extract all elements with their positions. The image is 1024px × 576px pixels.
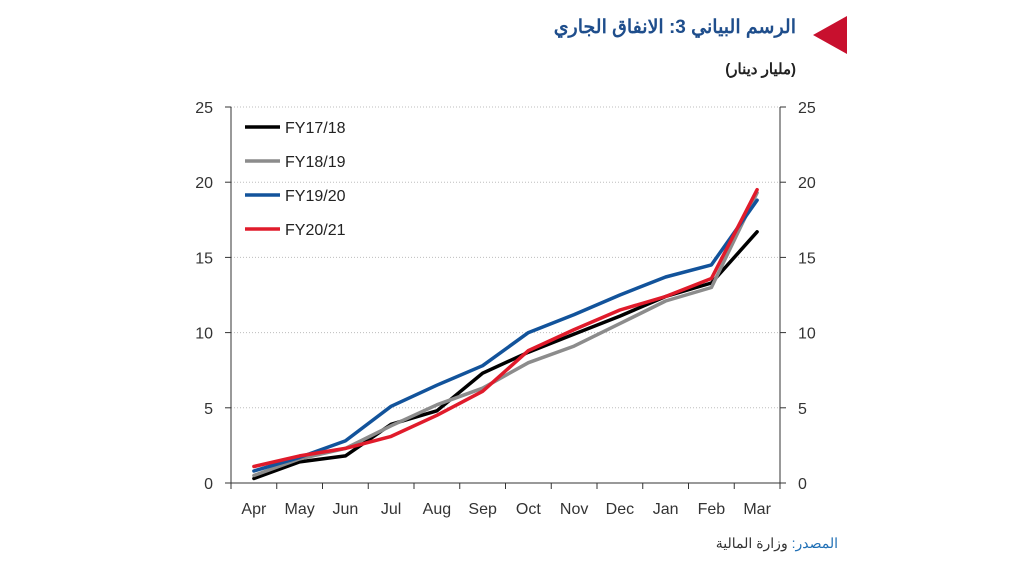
y-tick-label-left: 20 [195,175,213,192]
x-tick-label: Jul [381,501,401,518]
series-line-FY20/21 [252,187,759,469]
x-tick-label: Oct [516,501,541,518]
source-label: المصدر: [791,535,838,551]
series-lines [252,187,759,481]
axes [225,106,786,489]
x-tick-label: Jun [332,501,358,518]
y-tick-label-left: 0 [204,476,213,493]
y-tick-label-left: 25 [195,100,213,117]
y-axis-left-ticks: 0 5 10 15 20 25 [195,100,213,493]
y-tick-label-left: 15 [195,250,213,267]
series-line-FY17/18 [252,230,759,481]
legend-label: FY17/18 [285,120,346,137]
x-axis-ticks: Apr May Jun Jul Aug Sep Oct Nov Dec Jan Feb Mar [241,501,771,518]
legend: FY17/18 FY18/19 FY19/20 FY20/21 [245,120,346,239]
x-tick-label: May [285,501,315,518]
y-tick-label-right: 15 [798,250,816,267]
title-marker-icon [813,16,847,54]
legend-label: FY20/21 [285,222,346,239]
x-tick-label: Mar [743,501,771,518]
legend-label: FY18/19 [285,154,346,171]
source-value: وزارة المالية [715,535,788,551]
x-tick-label: Nov [560,501,588,518]
x-tick-label: Aug [423,501,451,518]
x-tick-label: Jan [653,501,679,518]
legend-label: FY19/20 [285,188,346,205]
y-tick-label-left: 10 [195,326,213,343]
y-axis-right-ticks: 0 5 10 15 20 25 [798,100,816,493]
y-tick-label-right: 5 [798,401,807,418]
y-tick-label-right: 0 [798,476,807,493]
y-tick-label-right: 25 [798,100,816,117]
chart-title: الرسم البياني 3: الانفاق الجاري [553,17,796,38]
source-note: المصدر: وزارة المالية [716,535,838,552]
x-tick-label: Feb [698,501,726,518]
x-tick-label: Sep [468,501,497,518]
series-line-FY19/20 [252,198,759,473]
unit-label: (مليار دينار) [725,61,796,78]
y-tick-label-right: 20 [798,175,816,192]
y-tick-label-right: 10 [798,326,816,343]
x-tick-label: Apr [241,501,267,518]
y-tick-label-left: 5 [204,401,213,418]
x-tick-label: Dec [606,501,634,518]
